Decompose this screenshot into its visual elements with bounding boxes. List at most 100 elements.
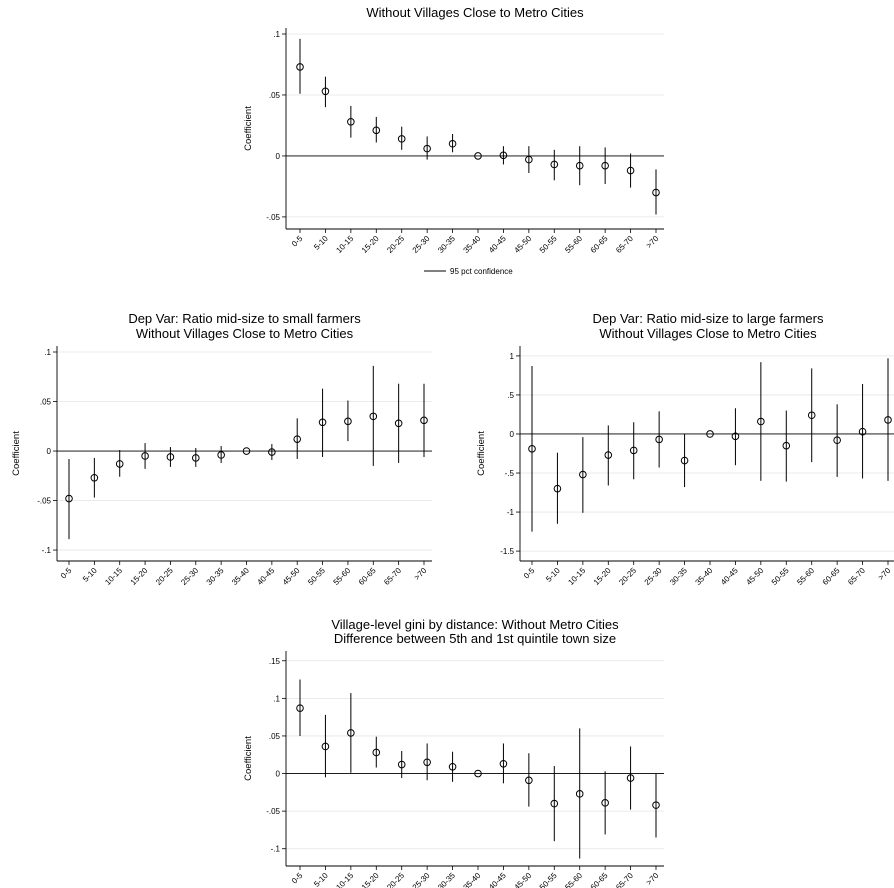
x-tick-label: 15-20: [360, 871, 381, 888]
point-estimate: [626, 774, 635, 782]
y-tick-label: -.05: [266, 807, 280, 816]
x-tick-label: 40-45: [255, 566, 276, 587]
point-estimate: [499, 151, 508, 160]
x-tick-label: 25-30: [643, 566, 664, 587]
chart-panel-1: Without Villages Close to Metro Cities -.…: [243, 5, 664, 276]
point-estimate: [884, 416, 892, 424]
x-tick-label: 55-60: [563, 871, 584, 888]
x-tick-label: >70: [644, 234, 660, 250]
x-tick-label: 30-35: [668, 566, 689, 587]
point-estimate: [293, 435, 302, 443]
point-estimate: [166, 453, 175, 461]
y-tick-label: 0: [510, 430, 515, 439]
x-tick-label: 60-65: [357, 566, 378, 587]
x-tick-label: 25-30: [411, 871, 432, 888]
point-estimate: [525, 776, 533, 785]
x-tick-label: 35-40: [230, 566, 251, 587]
chart-panel-4: Village-level gini by distance: Without …: [243, 617, 664, 888]
x-tick-label: 35-40: [694, 566, 715, 587]
point-estimate: [347, 117, 355, 126]
x-tick-label: 15-20: [129, 566, 150, 587]
x-tick-label: 60-65: [821, 566, 842, 587]
point-estimate: [296, 704, 304, 712]
point-estimate: [550, 160, 559, 169]
chart-title-line: Difference between 5th and 1st quintile …: [334, 631, 616, 646]
x-tick-label: 40-45: [487, 234, 508, 255]
point-estimate: [706, 430, 714, 438]
chart-title-line: Dep Var: Ratio mid-size to large farmers: [593, 311, 824, 326]
x-tick-label: 45-50: [744, 566, 765, 587]
point-estimate: [858, 427, 867, 436]
point-estimate: [652, 801, 660, 809]
point-estimate: [344, 417, 352, 426]
point-estimate: [601, 161, 609, 170]
point-estimate: [347, 729, 355, 737]
point-estimate: [474, 152, 482, 160]
x-tick-label: 25-30: [411, 234, 432, 255]
x-tick-label: 50-55: [538, 234, 559, 255]
point-estimate: [423, 144, 431, 153]
point-estimate: [397, 760, 406, 769]
x-tick-label: 10-15: [103, 566, 124, 587]
point-estimate: [115, 460, 124, 468]
x-tick-label: 20-25: [385, 234, 406, 255]
x-tick-label: 0-5: [290, 871, 305, 886]
point-estimate: [448, 139, 457, 148]
point-estimate: [65, 494, 73, 503]
point-estimate: [655, 435, 663, 444]
point-estimate: [369, 412, 378, 421]
y-tick-label: 1: [510, 352, 515, 361]
x-tick-label: 5-10: [81, 566, 99, 584]
x-tick-label: 10-15: [566, 566, 587, 587]
point-estimate: [474, 769, 482, 778]
legend-label: 95 pct confidence: [450, 267, 513, 276]
y-tick-label: -.1: [42, 546, 52, 555]
x-tick-label: 25-30: [179, 566, 200, 587]
point-estimate: [550, 799, 559, 808]
y-axis-label: Coefficient: [243, 106, 254, 151]
x-tick-label: 60-65: [589, 234, 610, 255]
point-estimate: [833, 436, 841, 445]
x-tick-label: 65-70: [614, 871, 635, 888]
x-tick-label: >70: [412, 566, 428, 582]
y-tick-label: 0: [276, 152, 281, 161]
point-estimate: [372, 748, 381, 757]
point-estimate: [579, 470, 587, 479]
point-estimate: [321, 742, 330, 751]
x-tick-label: 10-15: [334, 234, 355, 255]
point-estimate: [394, 419, 403, 428]
chart-title-line: Without Villages Close to Metro Cities: [599, 326, 817, 341]
point-estimate: [731, 432, 740, 441]
x-tick-label: >70: [876, 566, 892, 582]
x-tick-label: 65-70: [382, 566, 403, 587]
y-tick-label: .05: [269, 732, 281, 741]
point-estimate: [191, 454, 200, 462]
point-estimate: [575, 790, 584, 798]
y-tick-label: .05: [269, 91, 281, 100]
x-tick-label: 5-10: [312, 234, 330, 252]
point-estimate: [318, 418, 327, 427]
x-tick-label: 65-70: [846, 566, 867, 587]
x-tick-label: 20-25: [385, 871, 406, 888]
chart-panel-3: Dep Var: Ratio mid-size to large farmers…: [476, 311, 894, 587]
x-tick-label: 0-5: [59, 566, 74, 581]
point-estimate: [217, 451, 225, 459]
chart-title-line: Dep Var: Ratio mid-size to small farmers: [128, 311, 361, 326]
x-tick-label: 15-20: [360, 234, 381, 255]
x-tick-label: 30-35: [436, 871, 457, 888]
point-estimate: [397, 135, 406, 143]
x-tick-label: 5-10: [544, 566, 562, 584]
point-estimate: [423, 758, 431, 767]
x-tick-label: 35-40: [462, 871, 483, 888]
point-estimate: [321, 87, 330, 96]
x-tick-label: 20-25: [617, 566, 638, 587]
point-estimate: [604, 451, 613, 459]
y-tick-label: -.5: [505, 469, 515, 478]
x-tick-label: 5-10: [312, 871, 330, 888]
x-tick-label: 60-65: [589, 871, 610, 888]
y-tick-label: 0: [47, 447, 52, 456]
y-tick-label: .5: [507, 391, 514, 400]
x-tick-label: 65-70: [614, 234, 635, 255]
y-axis-label: Coefficient: [11, 431, 22, 476]
